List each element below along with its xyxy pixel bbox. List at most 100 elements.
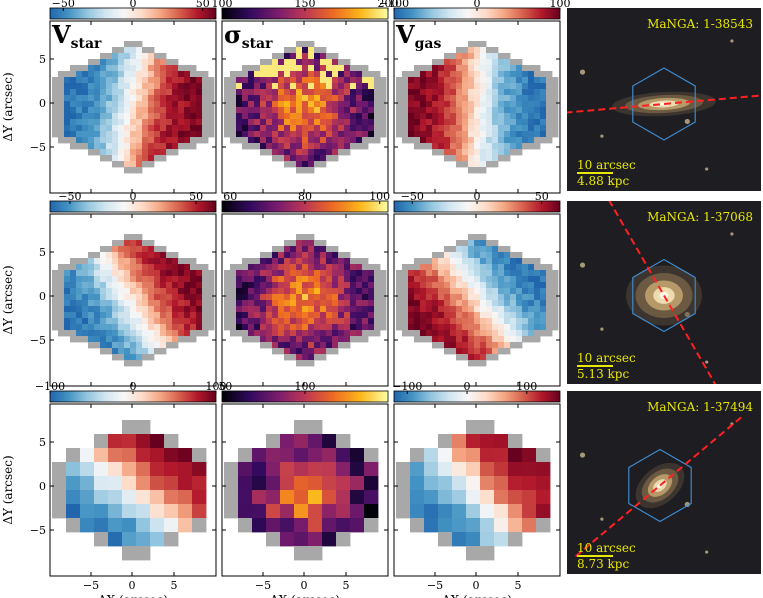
map-cell (462, 342, 469, 349)
map-cell (480, 448, 495, 463)
map-cell (546, 71, 553, 78)
map-cell (290, 59, 297, 66)
map-cell (166, 330, 173, 337)
map-cell (332, 101, 339, 108)
map-cell (344, 252, 351, 259)
colorbar-r1c2: 100 150 200 (212, 0, 399, 20)
map-cell (118, 354, 125, 361)
map-cell (224, 282, 231, 289)
map-cell (408, 137, 415, 144)
map-cell (278, 306, 285, 313)
map-cell (66, 462, 81, 477)
map-cell (148, 155, 155, 162)
map-cell (236, 288, 243, 295)
map-cell (492, 89, 499, 96)
map-cell (208, 282, 215, 289)
map-cell (504, 89, 511, 96)
map-cell (290, 107, 297, 114)
map-cell (64, 306, 71, 313)
map-cell (516, 300, 523, 307)
map-cell (474, 342, 481, 349)
map-cell (344, 330, 351, 337)
map-cell (290, 318, 297, 325)
map-cell (426, 65, 433, 72)
map-cell (474, 83, 481, 90)
map-cell (254, 71, 261, 78)
map-cell (272, 258, 279, 265)
map-cell (150, 532, 165, 547)
map-cell (380, 318, 387, 325)
map-cell (130, 59, 137, 66)
map-cell (510, 294, 517, 301)
map-cell (486, 143, 493, 150)
map-cell (178, 312, 185, 319)
map-cell (148, 149, 155, 156)
map-cell (522, 294, 529, 301)
map-cell (164, 448, 179, 463)
map-cell (474, 77, 481, 84)
map-cell (408, 119, 415, 126)
map-cell (224, 89, 231, 96)
map-cell (498, 53, 505, 60)
map-cell (208, 113, 215, 120)
map-cell (432, 306, 439, 313)
map-cell (444, 288, 451, 295)
map-cell (456, 137, 463, 144)
map-cell (224, 300, 231, 307)
map-cell (150, 462, 165, 477)
map-cell (284, 155, 291, 162)
map-cell (344, 137, 351, 144)
map-cell (308, 119, 315, 126)
map-cell (362, 318, 369, 325)
map-cell (510, 276, 517, 283)
map-cell (552, 131, 559, 138)
map-cell (450, 258, 457, 265)
map-cell (344, 149, 351, 156)
map-cell (552, 95, 559, 102)
map-panel-r3c2: −505ΔX (arcsec) (221, 403, 389, 598)
map-cell (326, 149, 333, 156)
map-cell (296, 264, 303, 271)
map-cell (112, 336, 119, 343)
map-cell (94, 518, 109, 533)
map-cell (108, 504, 123, 519)
map-cell (492, 264, 499, 271)
map-cell (536, 490, 551, 505)
map-cell (326, 258, 333, 265)
map-cell (272, 312, 279, 319)
map-cell (494, 490, 509, 505)
map-cell (164, 532, 179, 547)
map-cell (236, 282, 243, 289)
map-cell (432, 300, 439, 307)
map-cell (492, 276, 499, 283)
map-cell (160, 252, 167, 259)
map-cell (94, 448, 109, 463)
map-cell (94, 83, 101, 90)
map-cell (230, 131, 237, 138)
map-cell (426, 270, 433, 277)
map-cell (142, 89, 149, 96)
map-cell (124, 113, 131, 120)
map-cell (332, 137, 339, 144)
map-cell (350, 264, 357, 271)
map-cell (94, 59, 101, 66)
map-cell (230, 270, 237, 277)
map-cell (136, 282, 143, 289)
map-cell (450, 294, 457, 301)
map-cell (124, 270, 131, 277)
map-cell (516, 137, 523, 144)
map-cell (402, 137, 409, 144)
map-cell (356, 143, 363, 150)
map-cell (76, 282, 83, 289)
map-cell (534, 276, 541, 283)
map-cell (356, 101, 363, 108)
map-cell (136, 119, 143, 126)
map-cell (82, 89, 89, 96)
map-cell (344, 270, 351, 277)
map-cell (320, 270, 327, 277)
map-cell (266, 143, 273, 150)
map-panel-r2c1: 50−5ΔY (arcsec) (1, 213, 217, 387)
map-cell (106, 336, 113, 343)
map-cell (136, 155, 143, 162)
map-cell (456, 149, 463, 156)
